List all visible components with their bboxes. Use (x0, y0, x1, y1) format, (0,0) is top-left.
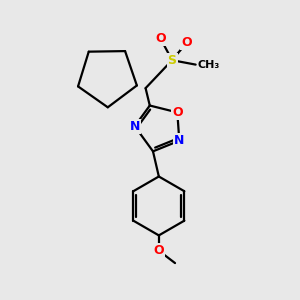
Text: N: N (174, 134, 184, 147)
Text: O: O (182, 36, 192, 49)
Text: O: O (154, 244, 164, 257)
Text: O: O (155, 32, 166, 45)
Text: S: S (168, 54, 177, 67)
Text: CH₃: CH₃ (198, 60, 220, 70)
Text: N: N (130, 120, 140, 133)
Text: O: O (172, 106, 183, 119)
